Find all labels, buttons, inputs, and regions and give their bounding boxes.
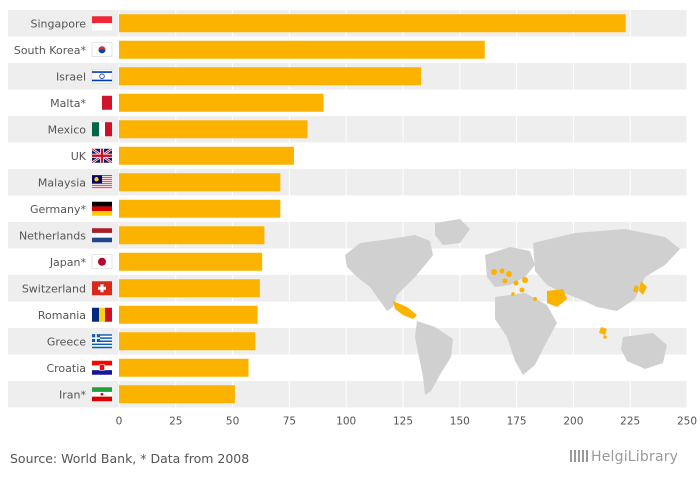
x-tick-label: 225 bbox=[620, 416, 640, 428]
category-label-malta: Malta* bbox=[50, 97, 86, 110]
source-note: Source: World Bank, * Data from 2008 bbox=[10, 451, 250, 466]
x-tick-label: 175 bbox=[507, 416, 527, 428]
category-label-switzerland: Switzerland bbox=[22, 282, 86, 295]
flag-japan-icon bbox=[91, 254, 113, 269]
helgilibrary-logo: HelgiLibrary bbox=[570, 449, 678, 465]
flag-switzerland-icon bbox=[92, 281, 112, 296]
x-tick-label: 150 bbox=[450, 416, 470, 428]
map-malta bbox=[511, 292, 515, 296]
category-label-netherlands: Netherlands bbox=[19, 229, 86, 242]
category-label-greece: Greece bbox=[47, 335, 86, 348]
map-north-america bbox=[345, 235, 433, 311]
flag-romania-icon bbox=[92, 307, 112, 322]
flag-malaysia-icon bbox=[92, 175, 112, 190]
bar-romania bbox=[119, 305, 258, 324]
map-netherlands bbox=[499, 268, 505, 274]
category-label-japan: Japan* bbox=[49, 256, 87, 269]
bar-south-korea bbox=[119, 40, 485, 59]
map-malaysia bbox=[599, 327, 607, 335]
bar-netherlands bbox=[119, 226, 265, 245]
flag-iran-icon bbox=[92, 387, 112, 402]
flag-croatia-icon bbox=[92, 360, 112, 375]
x-axis-ticks: 0 25 50 75 100 125 150 175 200 225 250 bbox=[116, 416, 697, 428]
map-asia bbox=[533, 229, 680, 311]
map-iran bbox=[547, 289, 567, 307]
category-label-iran: Iran* bbox=[59, 388, 86, 401]
bar-greece bbox=[119, 332, 256, 351]
x-tick-label: 125 bbox=[393, 416, 413, 428]
map-germany bbox=[506, 271, 512, 277]
map-greenland bbox=[435, 219, 470, 245]
map-croatia bbox=[513, 280, 519, 286]
category-label-croatia: Croatia bbox=[46, 362, 86, 375]
x-tick-label: 200 bbox=[563, 416, 583, 428]
logo-icon bbox=[570, 450, 588, 462]
map-israel bbox=[533, 297, 537, 301]
map-mexico bbox=[393, 301, 417, 319]
bar-singapore bbox=[119, 14, 626, 33]
flag-mexico-icon bbox=[92, 122, 112, 137]
map-uk bbox=[491, 269, 497, 275]
category-labels: Singapore South Korea* Israel Malta* Mexico U… bbox=[14, 17, 87, 401]
x-tick-label: 25 bbox=[169, 416, 182, 428]
flag-singapore-icon bbox=[92, 16, 112, 31]
map-romania bbox=[522, 277, 528, 283]
map-switzerland bbox=[502, 278, 508, 284]
category-label-malaysia: Malaysia bbox=[38, 176, 86, 189]
map-japan bbox=[639, 281, 647, 295]
x-tick-label: 75 bbox=[283, 416, 296, 428]
map-south-america bbox=[415, 321, 453, 395]
bar-israel bbox=[119, 67, 422, 86]
bar-mexico bbox=[119, 120, 308, 139]
x-tick-label: 250 bbox=[677, 416, 697, 428]
logo-text: HelgiLibrary bbox=[591, 449, 679, 465]
category-label-germany: Germany* bbox=[30, 203, 87, 216]
category-label-mexico: Mexico bbox=[48, 123, 87, 136]
bars bbox=[119, 14, 626, 404]
category-label-romania: Romania bbox=[38, 309, 86, 322]
bar-germany bbox=[119, 199, 281, 218]
x-tick-label: 0 bbox=[116, 416, 123, 428]
category-label-israel: Israel bbox=[56, 70, 86, 83]
map-africa bbox=[495, 293, 557, 375]
bar-uk bbox=[119, 146, 294, 165]
flag-south-korea-icon bbox=[91, 42, 113, 57]
bar-malaysia bbox=[119, 173, 281, 192]
bar-japan bbox=[119, 252, 263, 271]
map-europe bbox=[485, 247, 535, 287]
world-map bbox=[345, 219, 680, 395]
bar-croatia bbox=[119, 358, 249, 377]
flag-uk-icon bbox=[91, 147, 113, 164]
bar-iran bbox=[119, 385, 235, 404]
flag-greece-icon bbox=[92, 334, 112, 349]
flag-icons bbox=[91, 16, 113, 402]
map-australia bbox=[621, 333, 667, 369]
bar-chart: Singapore South Korea* Israel Malta* Mexico U… bbox=[8, 10, 697, 428]
map-greece bbox=[519, 287, 525, 293]
map-south-korea bbox=[633, 285, 639, 293]
map-singapore bbox=[603, 335, 607, 339]
flag-israel-icon bbox=[91, 69, 113, 84]
bar-switzerland bbox=[119, 279, 260, 298]
category-label-south-korea: South Korea* bbox=[14, 44, 87, 57]
category-label-uk: UK bbox=[71, 150, 87, 163]
category-label-singapore: Singapore bbox=[31, 17, 87, 30]
flag-germany-icon bbox=[92, 201, 112, 216]
x-tick-label: 100 bbox=[336, 416, 356, 428]
flag-netherlands-icon bbox=[92, 228, 112, 243]
bar-malta bbox=[119, 93, 324, 112]
x-tick-label: 50 bbox=[226, 416, 239, 428]
flag-malta-icon bbox=[92, 95, 112, 110]
